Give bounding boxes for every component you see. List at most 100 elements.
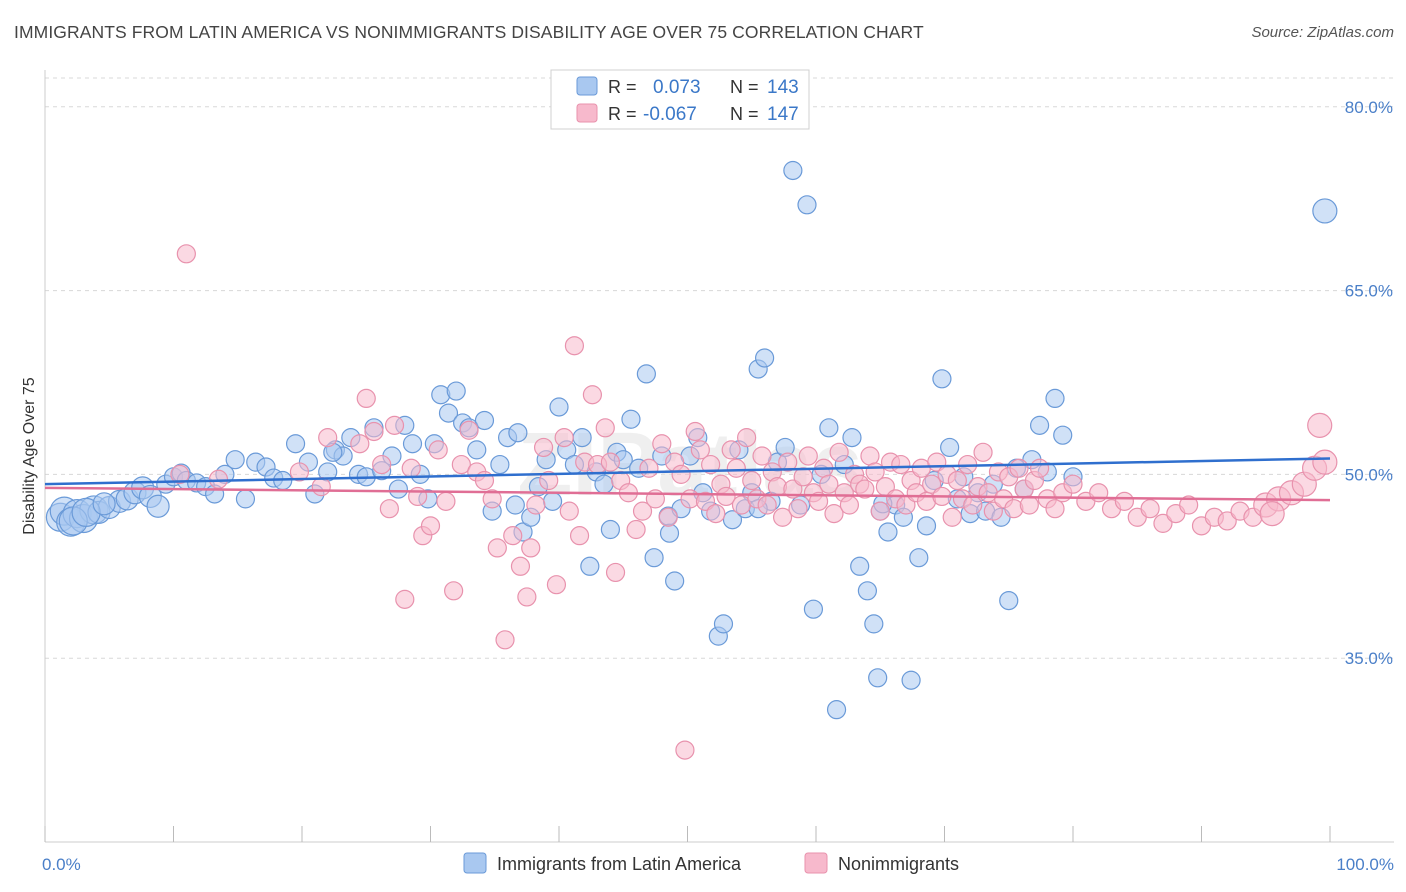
nonimmigrants-point-79 bbox=[798, 446, 818, 466]
nonimmigrants-point-52 bbox=[658, 507, 678, 527]
nonimmigrants-point-13 bbox=[401, 458, 421, 478]
legend-row1-r-label: R = bbox=[608, 77, 637, 97]
nonimmigrants-point-61 bbox=[706, 503, 726, 524]
nonimmigrants-point-12 bbox=[395, 589, 415, 609]
immigrants-point-137 bbox=[508, 423, 528, 443]
immigrants-point-111 bbox=[901, 670, 921, 690]
nonimmigrants-point-58 bbox=[690, 440, 710, 460]
nonimmigrants-point-16 bbox=[420, 516, 441, 536]
immigrants-trend-line bbox=[44, 457, 1331, 486]
nonimmigrants-point-74 bbox=[772, 507, 793, 527]
y-tick-label-0: 35.0% bbox=[1345, 649, 1393, 668]
nonimmigrants-point-3 bbox=[289, 462, 310, 482]
legend-bottom: Immigrants from Latin America Nonimmigra… bbox=[463, 852, 959, 874]
nonimmigrants-point-83 bbox=[819, 474, 839, 494]
series-nonimmigrants-points bbox=[170, 244, 1338, 760]
immigrants-point-42 bbox=[402, 434, 423, 454]
nonimmigrants-trend-line bbox=[44, 486, 1331, 502]
immigrants-point-75 bbox=[644, 548, 664, 568]
nonimmigrants-point-67 bbox=[737, 428, 757, 448]
nonimmigrants-point-29 bbox=[517, 587, 537, 607]
nonimmigrants-point-9 bbox=[372, 454, 392, 475]
x-tick-labels: 0.0% 100.0% bbox=[42, 855, 1394, 874]
nonimmigrants-point-128 bbox=[1063, 474, 1083, 494]
nonimmigrants-point-78 bbox=[793, 467, 813, 487]
immigrants-point-48 bbox=[446, 381, 466, 401]
nonimmigrants-point-68 bbox=[742, 470, 762, 491]
nonimmigrants-point-113 bbox=[973, 442, 993, 462]
nonimmigrants-point-44 bbox=[605, 562, 626, 583]
nonimmigrants-point-135 bbox=[1153, 513, 1173, 533]
nonimmigrants-point-120 bbox=[1009, 458, 1029, 478]
legend-row2-n-label: N = bbox=[730, 104, 759, 124]
nonimmigrants-point-37 bbox=[564, 336, 585, 356]
nonimmigrants-point-108 bbox=[947, 470, 967, 491]
grid-lines bbox=[45, 77, 1394, 659]
legend-row2-n-value: 147 bbox=[767, 104, 799, 125]
immigrants-point-104 bbox=[850, 556, 870, 576]
nonimmigrants-point-49 bbox=[639, 458, 659, 478]
nonimmigrants-point-87 bbox=[839, 495, 860, 515]
nonimmigrants-point-124 bbox=[1029, 458, 1050, 478]
nonimmigrants-point-65 bbox=[726, 458, 746, 478]
nonimmigrants-point-35 bbox=[554, 428, 574, 448]
nonimmigrants-point-76 bbox=[783, 479, 803, 499]
immigrants-point-105 bbox=[857, 581, 878, 601]
legend-pink-swatch bbox=[576, 103, 598, 123]
immigrants-point-47 bbox=[438, 403, 459, 423]
immigrants-point-97 bbox=[797, 195, 817, 215]
immigrants-point-66 bbox=[580, 556, 600, 576]
y-tick-label-2: 65.0% bbox=[1345, 282, 1393, 301]
immigrants-point-133 bbox=[868, 668, 888, 688]
immigrants-point-103 bbox=[842, 428, 862, 448]
chart-title: IMMIGRANTS FROM LATIN AMERICA VS NONIMMI… bbox=[14, 22, 924, 42]
nonimmigrants-point-20 bbox=[451, 454, 471, 475]
immigrants-point-68 bbox=[594, 474, 614, 494]
immigrants-point-23 bbox=[235, 489, 256, 509]
nonimmigrants-point-6 bbox=[350, 434, 370, 454]
immigrants-point-91 bbox=[754, 348, 775, 368]
trend-lines bbox=[44, 457, 1331, 502]
nonimmigrants-point-7 bbox=[356, 388, 376, 409]
nonimmigrants-point-25 bbox=[487, 538, 507, 558]
immigrants-point-86 bbox=[722, 510, 743, 530]
immigrants-point-40 bbox=[388, 479, 408, 499]
legend-bottom-blue-swatch bbox=[463, 852, 487, 874]
nonimmigrants-point-107 bbox=[942, 507, 962, 527]
nonimmigrants-point-17 bbox=[428, 440, 448, 460]
nonimmigrants-point-4 bbox=[311, 477, 331, 497]
immigrants-point-56 bbox=[505, 495, 525, 515]
immigrants-point-78 bbox=[665, 571, 685, 591]
nonimmigrants-point-55 bbox=[675, 740, 695, 760]
immigrants-point-116 bbox=[940, 437, 960, 458]
legend-blue-swatch bbox=[576, 76, 598, 96]
nonimmigrants-point-28 bbox=[510, 556, 531, 576]
nonimmigrants-point-150 bbox=[1259, 500, 1285, 527]
y-tick-labels: 35.0% 50.0% 65.0% 80.0% bbox=[1345, 98, 1393, 668]
nonimmigrants-point-1 bbox=[176, 244, 196, 264]
y-tick-label-3: 80.0% bbox=[1345, 98, 1393, 117]
nonimmigrants-point-47 bbox=[626, 519, 646, 540]
nonimmigrants-point-103 bbox=[922, 474, 942, 494]
nonimmigrants-point-132 bbox=[1114, 491, 1135, 511]
nonimmigrants-point-26 bbox=[495, 630, 515, 650]
immigrants-point-13 bbox=[146, 494, 170, 518]
nonimmigrants-point-134 bbox=[1140, 499, 1160, 519]
nonimmigrants-point-21 bbox=[459, 420, 479, 440]
immigrants-point-108 bbox=[878, 522, 898, 542]
nonimmigrants-point-90 bbox=[855, 479, 875, 499]
immigrants-point-139 bbox=[1312, 198, 1338, 224]
nonimmigrants-point-18 bbox=[436, 491, 456, 511]
nonimmigrants-point-31 bbox=[526, 495, 546, 515]
nonimmigrants-point-75 bbox=[778, 452, 798, 472]
nonimmigrants-point-48 bbox=[632, 501, 653, 521]
immigrants-point-72 bbox=[621, 409, 641, 429]
immigrants-point-130 bbox=[1045, 388, 1065, 409]
immigrants-point-28 bbox=[285, 434, 306, 454]
immigrants-point-69 bbox=[600, 519, 621, 540]
nonimmigrants-point-27 bbox=[503, 526, 523, 546]
nonimmigrants-point-11 bbox=[384, 415, 405, 435]
nonimmigrants-point-0 bbox=[170, 464, 190, 484]
legend-row2-r-value: -0.067 bbox=[643, 104, 697, 125]
nonimmigrants-point-85 bbox=[829, 442, 849, 462]
